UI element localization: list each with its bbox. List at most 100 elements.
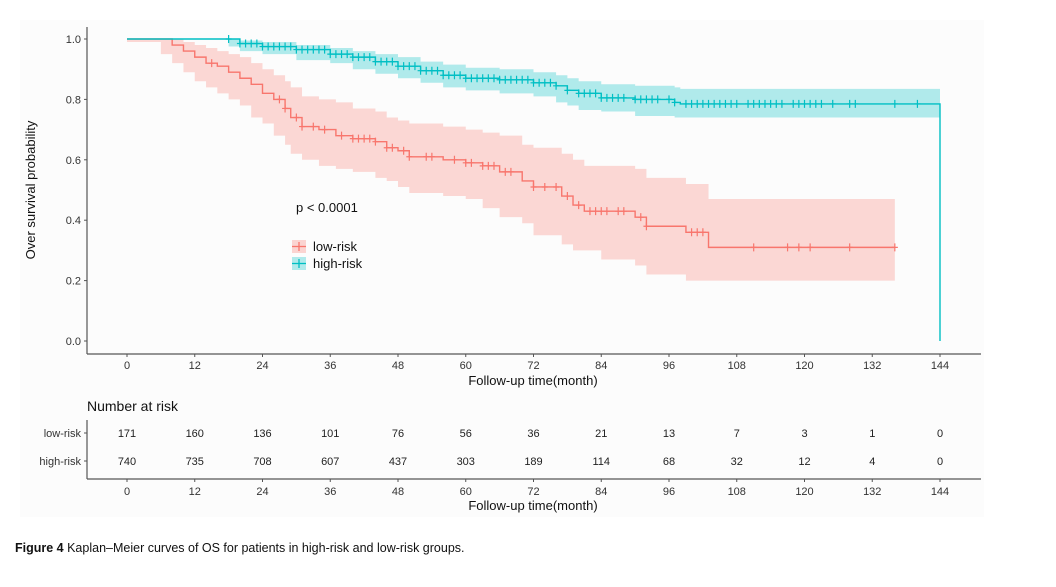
risk-table-row-label-high-risk: high-risk [39, 456, 81, 468]
censor-mark-low-risk [891, 243, 898, 252]
censor-mark-low-risk [784, 243, 791, 252]
censor-mark-high-risk [248, 39, 255, 48]
censor-mark-low-risk [502, 167, 509, 176]
censor-mark-low-risk [389, 143, 396, 152]
censor-mark-high-risk [411, 62, 418, 71]
censor-mark-high-risk [564, 86, 571, 95]
censor-mark-low-risk [310, 122, 317, 131]
figure-caption: Figure 4 Kaplan–Meier curves of OS for p… [15, 541, 465, 555]
x-tick-label: 24 [256, 360, 268, 372]
censor-mark-low-risk [372, 137, 379, 146]
risk-table-x-tick-label: 48 [392, 486, 404, 498]
censor-mark-high-risk [428, 66, 435, 75]
censor-mark-high-risk [462, 74, 469, 83]
censor-mark-low-risk [406, 152, 413, 161]
censor-mark-low-risk [598, 207, 605, 216]
censor-mark-high-risk [767, 99, 774, 108]
censor-mark-low-risk [564, 192, 571, 201]
censor-mark-high-risk [598, 93, 605, 102]
censor-mark-high-risk [575, 89, 582, 98]
censor-mark-high-risk [383, 57, 390, 66]
censor-mark-high-risk [643, 95, 650, 104]
censor-mark-high-risk [705, 99, 712, 108]
legend-item-high-risk[interactable]: high-risk [292, 256, 363, 271]
censor-mark-high-risk [507, 75, 514, 84]
censor-mark-high-risk [778, 99, 785, 108]
censor-mark-high-risk [852, 99, 859, 108]
censor-mark-high-risk [524, 75, 531, 84]
censor-mark-low-risk [637, 213, 644, 222]
risk-table-x-tick-label: 120 [795, 486, 813, 498]
legend-label-low-risk: low-risk [313, 239, 358, 254]
risk-table-cell-low-risk: 136 [253, 428, 271, 440]
censor-mark-high-risk [620, 93, 627, 102]
censor-mark-high-risk [722, 99, 729, 108]
risk-table-x-tick-label: 72 [527, 486, 539, 498]
censor-mark-low-risk [321, 125, 328, 134]
censor-mark-high-risk [699, 99, 706, 108]
risk-table-x-tick-label: 96 [663, 486, 675, 498]
censor-mark-low-risk [586, 207, 593, 216]
censor-mark-high-risk [366, 53, 373, 62]
risk-table-cell-low-risk: 7 [734, 428, 740, 440]
censor-mark-high-risk [451, 71, 458, 80]
risk-table-row-label-low-risk: low-risk [44, 428, 82, 440]
censor-mark-high-risk [671, 98, 678, 107]
censor-mark-high-risk [541, 78, 548, 87]
censor-mark-low-risk [592, 207, 599, 216]
risk-table-cell-high-risk: 437 [389, 456, 407, 468]
censor-mark-high-risk [553, 81, 560, 90]
censor-mark-high-risk [733, 99, 740, 108]
censor-mark-high-risk [361, 53, 368, 62]
censor-mark-high-risk [812, 99, 819, 108]
censor-mark-high-risk [801, 99, 808, 108]
risk-table-cell-low-risk: 1 [869, 428, 875, 440]
censor-mark-low-risk [383, 143, 390, 152]
risk-table-cell-high-risk: 12 [798, 456, 810, 468]
y-tick-label: 0.0 [66, 336, 81, 348]
x-tick-label: 60 [460, 360, 472, 372]
censor-mark-high-risk [287, 42, 294, 51]
x-tick-label: 12 [189, 360, 201, 372]
censor-mark-low-risk [366, 134, 373, 143]
figure-panel [20, 20, 984, 517]
censor-mark-high-risk [829, 99, 836, 108]
censor-mark-high-risk [400, 62, 407, 71]
censor-mark-low-risk [462, 158, 469, 167]
censor-mark-low-risk [485, 161, 492, 170]
x-tick-label: 72 [527, 360, 539, 372]
censor-mark-high-risk [891, 99, 898, 108]
confidence-band-high-risk [127, 39, 940, 118]
censor-mark-high-risk [321, 45, 328, 54]
risk-table-cell-high-risk: 0 [937, 456, 943, 468]
risk-table-title: Number at risk [87, 398, 179, 414]
censor-mark-high-risk [654, 95, 661, 104]
risk-table-cell-high-risk: 114 [592, 456, 610, 468]
risk-table-x-tick-label: 60 [460, 486, 472, 498]
x-tick-label: 36 [324, 360, 336, 372]
censor-mark-high-risk [440, 71, 447, 80]
confidence-band-low-risk [127, 39, 895, 281]
censor-mark-high-risk [389, 57, 396, 66]
censor-mark-low-risk [795, 243, 802, 252]
censor-mark-high-risk [304, 45, 311, 54]
censor-mark-high-risk [756, 99, 763, 108]
censor-mark-high-risk [637, 95, 644, 104]
censor-mark-low-risk [355, 134, 362, 143]
censor-mark-high-risk [790, 99, 797, 108]
censor-mark-low-risk [299, 122, 306, 131]
censor-mark-high-risk [615, 93, 622, 102]
censor-mark-low-risk [208, 59, 215, 68]
risk-table-cell-high-risk: 32 [731, 456, 743, 468]
risk-table-cell-high-risk: 740 [118, 456, 136, 468]
censor-mark-high-risk [242, 39, 249, 48]
censor-mark-low-risk [541, 182, 548, 191]
legend-item-low-risk[interactable]: low-risk [292, 239, 358, 254]
censor-mark-high-risk [666, 95, 672, 104]
risk-table-cell-high-risk: 708 [253, 456, 271, 468]
censor-mark-high-risk [530, 78, 537, 87]
censor-mark-high-risk [349, 53, 356, 62]
figure-label: Figure 4 [15, 541, 64, 555]
x-axis-title: Follow-up time(month) [468, 373, 597, 388]
